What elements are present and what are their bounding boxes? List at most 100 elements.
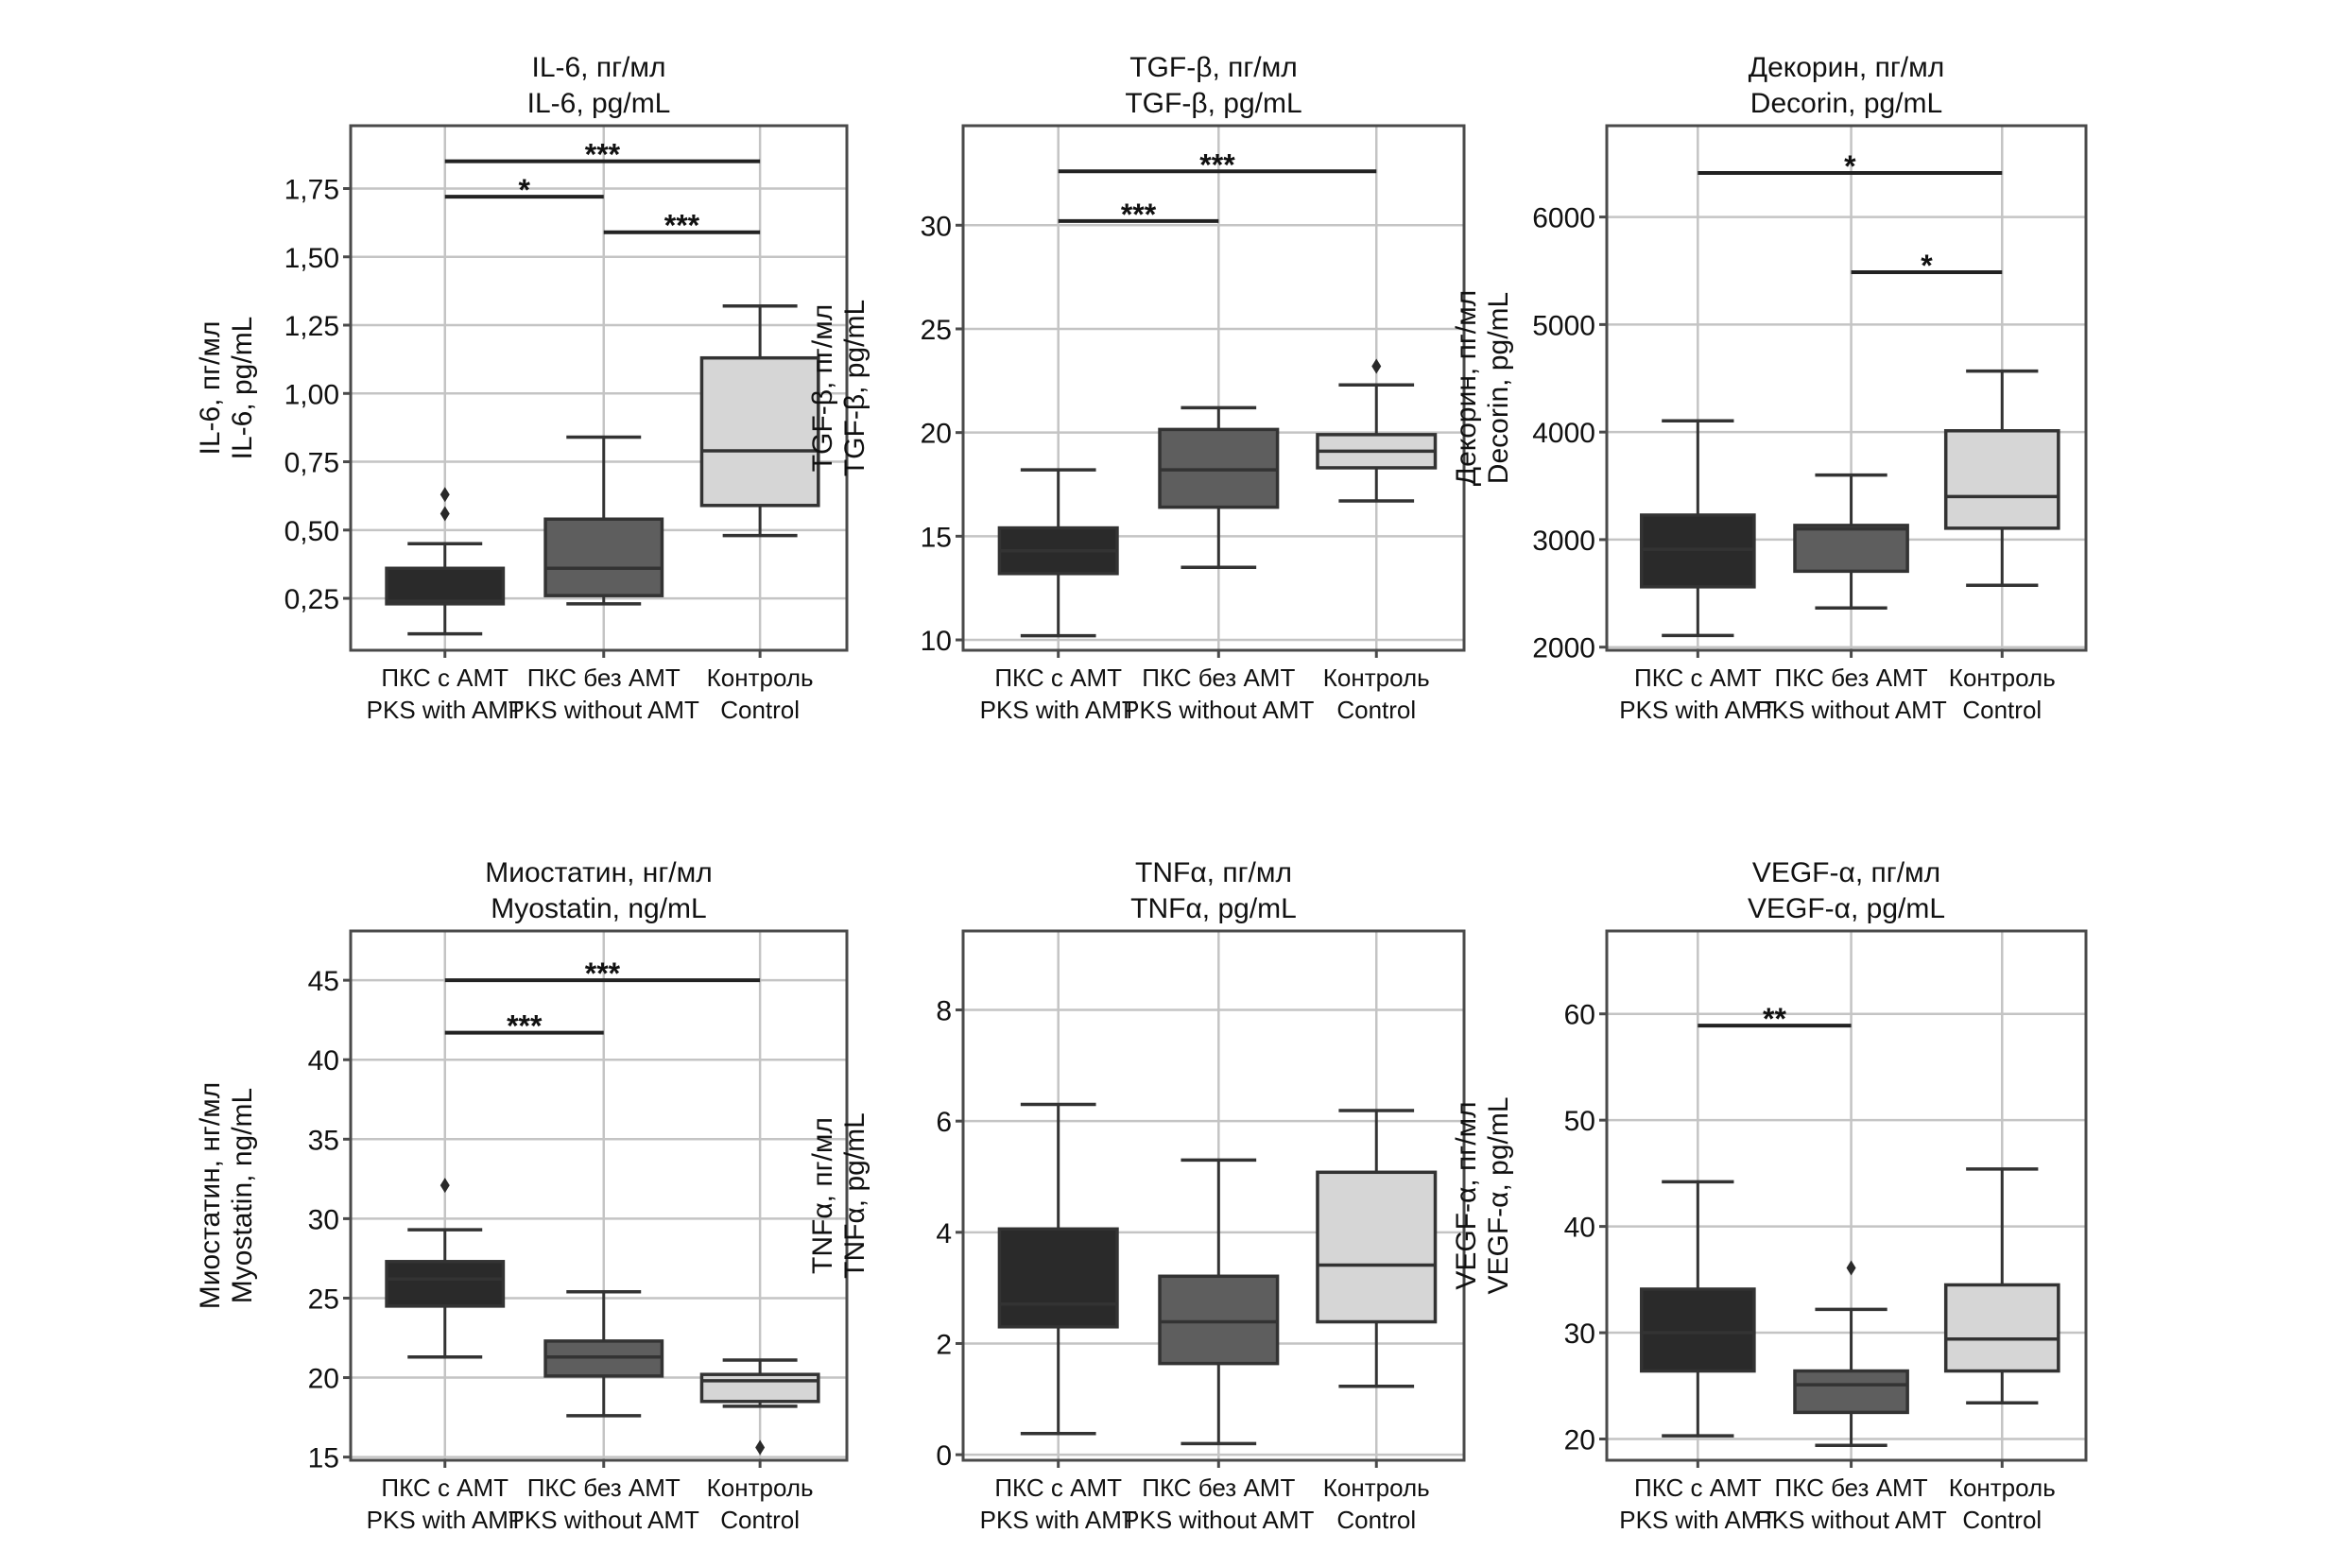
y-tick-label: 5000 <box>1532 310 1595 341</box>
outlier-point <box>755 1439 766 1456</box>
box-1 <box>385 1178 506 1359</box>
y-axis-label-ru: IL-6, пг/мл <box>195 320 226 455</box>
x-tick-label-en: Control <box>720 696 800 724</box>
x-tick-label-en: PKS without AMT <box>1755 1506 1946 1534</box>
box-3 <box>699 304 820 538</box>
y-tick-label: 2 <box>936 1329 952 1360</box>
x-tick-label-en: Control <box>1336 1506 1416 1534</box>
x-tick-label-ru: ПКС с АМТ <box>1634 1473 1762 1502</box>
x-tick-label-ru: Контроль <box>707 1473 814 1502</box>
significance-bracket: * <box>1851 249 2003 283</box>
significance-bracket: ** <box>1698 1002 1852 1036</box>
y-axis-label-ru: Миостатин, нг/мл <box>195 1082 226 1310</box>
x-tick-label-ru: Контроль <box>1949 663 2056 692</box>
box-2 <box>1793 473 1909 611</box>
box-iqr <box>385 1260 506 1308</box>
x-tick-label-ru: Контроль <box>1323 663 1430 692</box>
box-iqr <box>1640 513 1756 589</box>
chart-title-ru: VEGF-α, пг/мл <box>1752 857 1940 888</box>
plot-frame <box>961 929 1466 1462</box>
box-iqr <box>543 517 664 597</box>
x-tick-label-ru: ПКС без АМТ <box>1775 1473 1928 1502</box>
significance-bracket: *** <box>603 209 761 243</box>
y-tick-label: 20 <box>308 1364 339 1395</box>
significance-label: ** <box>1763 1002 1786 1036</box>
box-iqr <box>699 355 820 508</box>
x-tick-label-en: Control <box>720 1506 800 1534</box>
y-tick-label: 1,50 <box>284 243 339 274</box>
x-tick-label-en: PKS without AMT <box>1123 696 1314 724</box>
y-tick-label: 4 <box>936 1218 952 1249</box>
box-3 <box>1943 369 2060 588</box>
chart-title-en: TNFα, pg/mL <box>1130 893 1297 924</box>
box-1 <box>997 468 1119 638</box>
y-tick-label: 1,25 <box>284 311 339 342</box>
y-tick-label: 20 <box>921 419 952 450</box>
y-axis-label-ru: Декорин, пг/мл <box>1451 290 1482 486</box>
box-3 <box>1943 1167 2060 1405</box>
significance-label: *** <box>1121 198 1157 232</box>
x-tick-label-en: PKS with AMT <box>980 696 1137 724</box>
x-tick-label-en: Control <box>1336 696 1416 724</box>
chart-title-en: Decorin, pg/mL <box>1750 88 1942 119</box>
significance-label: *** <box>585 138 621 172</box>
chart-title-ru: TGF-β, пг/мл <box>1129 52 1298 83</box>
y-tick-label: 10 <box>921 626 952 657</box>
y-axis-label-en: Decorin, pg/mL <box>1483 292 1514 484</box>
chart-title-en: VEGF-α, pg/mL <box>1748 893 1945 924</box>
outlier-point <box>440 506 450 522</box>
chart-title-ru: Миостатин, нг/мл <box>485 857 713 888</box>
x-tick-label-en: PKS with AMT <box>980 1506 1137 1534</box>
significance-label: *** <box>664 209 700 243</box>
box-1 <box>1640 419 1756 638</box>
y-tick-label: 0,25 <box>284 584 339 615</box>
x-tick-label-ru: ПКС без АМТ <box>527 1473 681 1502</box>
box-1 <box>385 487 506 636</box>
y-axis-label-ru: TNFα, пг/мл <box>807 1117 838 1274</box>
x-tick-label-ru: ПКС с АМТ <box>994 663 1122 692</box>
chart-title-ru: Декорин, пг/мл <box>1749 52 1944 83</box>
y-tick-label: 4000 <box>1532 418 1595 449</box>
box-2 <box>543 1289 664 1418</box>
chart-panel-1: 0,250,500,751,001,251,501,75*******IL-6,… <box>195 52 849 724</box>
chart-title-en: Myostatin, ng/mL <box>491 893 706 924</box>
box-1 <box>997 1102 1119 1436</box>
x-tick-label-ru: ПКС с АМТ <box>381 663 508 692</box>
y-tick-label: 6 <box>936 1107 952 1138</box>
significance-label: * <box>519 173 531 207</box>
x-tick-label-ru: Контроль <box>1323 1473 1430 1502</box>
x-tick-label-en: PKS without AMT <box>1123 1506 1314 1534</box>
y-tick-label: 30 <box>921 211 952 242</box>
box-2 <box>1158 405 1280 570</box>
box-iqr <box>1793 524 1909 574</box>
x-tick-label-en: PKS without AMT <box>508 696 699 724</box>
y-tick-label: 40 <box>308 1045 339 1077</box>
plot-frame <box>1605 124 2088 652</box>
x-tick-label-en: PKS with AMT <box>367 1506 524 1534</box>
y-tick-label: 40 <box>1564 1213 1595 1244</box>
x-tick-label-en: PKS without AMT <box>508 1506 699 1534</box>
y-tick-label: 2000 <box>1532 633 1595 664</box>
y-axis-label-ru: TGF-β, пг/мл <box>807 304 838 473</box>
box-iqr <box>997 1227 1119 1329</box>
y-tick-label: 35 <box>308 1125 339 1156</box>
y-tick-label: 15 <box>921 522 952 553</box>
significance-label: * <box>1921 249 1933 283</box>
y-axis-label-en: IL-6, pg/mL <box>227 317 258 460</box>
box-3 <box>1316 358 1438 503</box>
x-tick-label-ru: Контроль <box>1949 1473 2056 1502</box>
x-tick-label-ru: ПКС с АМТ <box>994 1473 1122 1502</box>
box-3 <box>1316 1109 1438 1388</box>
significance-bracket: * <box>1698 149 2003 183</box>
box-2 <box>1793 1260 1909 1448</box>
y-tick-label: 15 <box>308 1443 339 1474</box>
significance-bracket: * <box>444 173 604 207</box>
significance-label: * <box>1844 149 1856 183</box>
significance-bracket: *** <box>1058 147 1377 181</box>
y-axis-label-en: TNFα, pg/mL <box>839 1112 870 1279</box>
